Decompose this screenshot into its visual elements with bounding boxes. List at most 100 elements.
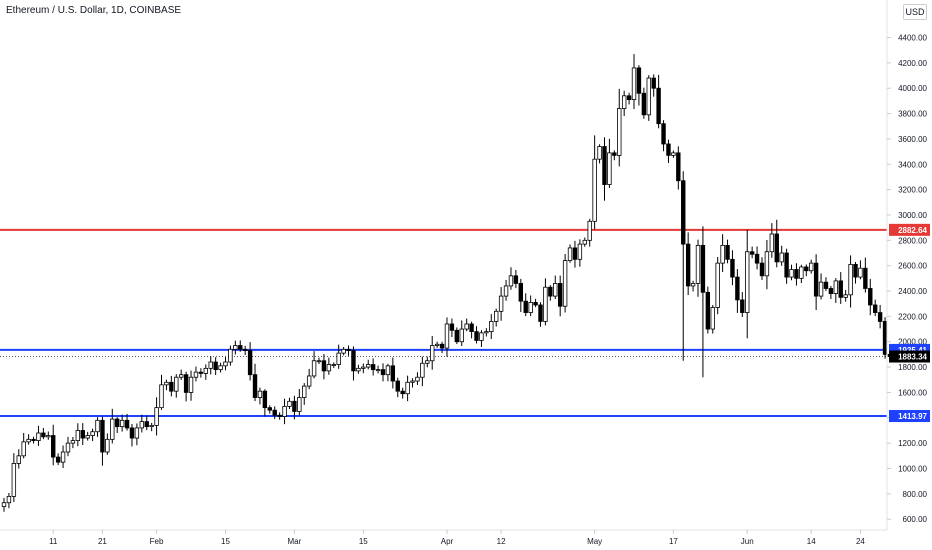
candle-body-up: [410, 380, 415, 383]
candle-body-down: [390, 365, 396, 382]
candle: [769, 223, 775, 258]
candle: [228, 345, 233, 366]
candles: [1, 54, 893, 512]
candle: [306, 368, 312, 390]
candle-body-down: [838, 280, 843, 298]
candle-body-down: [80, 430, 85, 439]
price-tick-label: 1600.00: [898, 388, 927, 397]
time-tick-label: 14: [807, 537, 816, 546]
candle-body-down: [469, 323, 474, 332]
candle: [169, 375, 174, 397]
price-tick-label: 4400.00: [898, 34, 927, 43]
candle: [809, 259, 814, 274]
candle-body-up: [671, 152, 676, 156]
candle-body-up: [617, 108, 622, 156]
candle-body-down: [198, 371, 204, 374]
candle-body-up: [764, 251, 770, 277]
candle: [533, 298, 538, 308]
candle-body-down: [823, 281, 829, 289]
candle: [16, 449, 21, 469]
candle: [410, 378, 415, 388]
candle-body-down: [144, 421, 149, 428]
candle-body-up: [26, 438, 31, 443]
candle: [420, 356, 425, 387]
candle-body-up: [479, 332, 484, 341]
candle-body-down: [681, 180, 686, 245]
candle: [208, 356, 213, 375]
candle-body-up: [341, 348, 346, 354]
candle-body-down: [548, 286, 553, 297]
horizontal-line-label: 1935.41: [898, 346, 927, 355]
candle-body-up: [809, 262, 814, 272]
candle: [434, 341, 440, 348]
candle: [872, 299, 878, 317]
candle: [252, 363, 258, 402]
candle: [90, 428, 95, 442]
candle: [405, 375, 410, 402]
candle: [538, 302, 543, 327]
candle: [818, 273, 824, 300]
candle: [257, 387, 263, 405]
candle-body-down: [370, 364, 376, 371]
candle-body-down: [292, 400, 297, 412]
candle-body-up: [356, 367, 361, 372]
candle-body-up: [779, 252, 784, 263]
candle-body-up: [434, 343, 440, 346]
candle-body-up: [646, 77, 651, 116]
candle-body-down: [813, 262, 819, 297]
candle-body-down: [169, 381, 174, 392]
candle-body-up: [375, 369, 381, 372]
candle-body-up: [366, 364, 371, 368]
candle: [326, 357, 332, 375]
candle-body-up: [464, 323, 469, 330]
candle-body-down: [380, 369, 386, 376]
horizontal-line-label: 1413.97: [898, 412, 927, 421]
candle: [65, 436, 71, 457]
candle-body-down: [247, 350, 253, 376]
candle: [282, 398, 287, 425]
candle: [710, 304, 715, 334]
candle-body-down: [685, 243, 691, 287]
candle: [636, 65, 642, 106]
candle: [523, 293, 528, 317]
candle-body-down: [252, 374, 258, 398]
candle-body-up: [316, 360, 322, 363]
horizontal-line-label-bg: [889, 410, 930, 423]
candle-body-up: [287, 400, 292, 407]
symbol-title: Ethereum / U.S. Dollar, 1D, COINBASE: [6, 5, 182, 16]
candle: [592, 135, 597, 230]
currency-button[interactable]: USD: [903, 4, 927, 20]
price-tick-label: 1800.00: [898, 363, 927, 372]
candle-body-up: [60, 451, 66, 463]
candle: [149, 422, 154, 432]
candle: [311, 351, 317, 379]
candle-body-up: [508, 275, 514, 287]
last-price-label: 1883.34: [898, 353, 927, 362]
candle: [597, 144, 602, 164]
candle-body-up: [582, 239, 587, 245]
candle: [518, 278, 524, 312]
candle-body-down: [115, 418, 120, 428]
candle: [267, 405, 272, 414]
candle-body-down: [774, 233, 779, 263]
candle-body-down: [557, 283, 563, 307]
candle: [70, 437, 76, 449]
candle: [213, 357, 218, 375]
horizontal-line-label-bg: [889, 223, 930, 236]
candle: [459, 320, 464, 347]
candle: [292, 395, 297, 420]
candle-body-down: [346, 348, 351, 352]
candle: [110, 408, 115, 444]
candle-body-up: [208, 361, 213, 369]
candle: [740, 292, 745, 318]
candle: [754, 246, 760, 270]
candle-body-up: [95, 419, 100, 433]
candle: [277, 412, 282, 420]
candle: [503, 279, 509, 301]
candle: [617, 88, 622, 167]
candle: [6, 492, 12, 509]
candle-body-down: [400, 390, 405, 395]
candle: [843, 289, 848, 302]
candle-body-up: [203, 367, 209, 374]
